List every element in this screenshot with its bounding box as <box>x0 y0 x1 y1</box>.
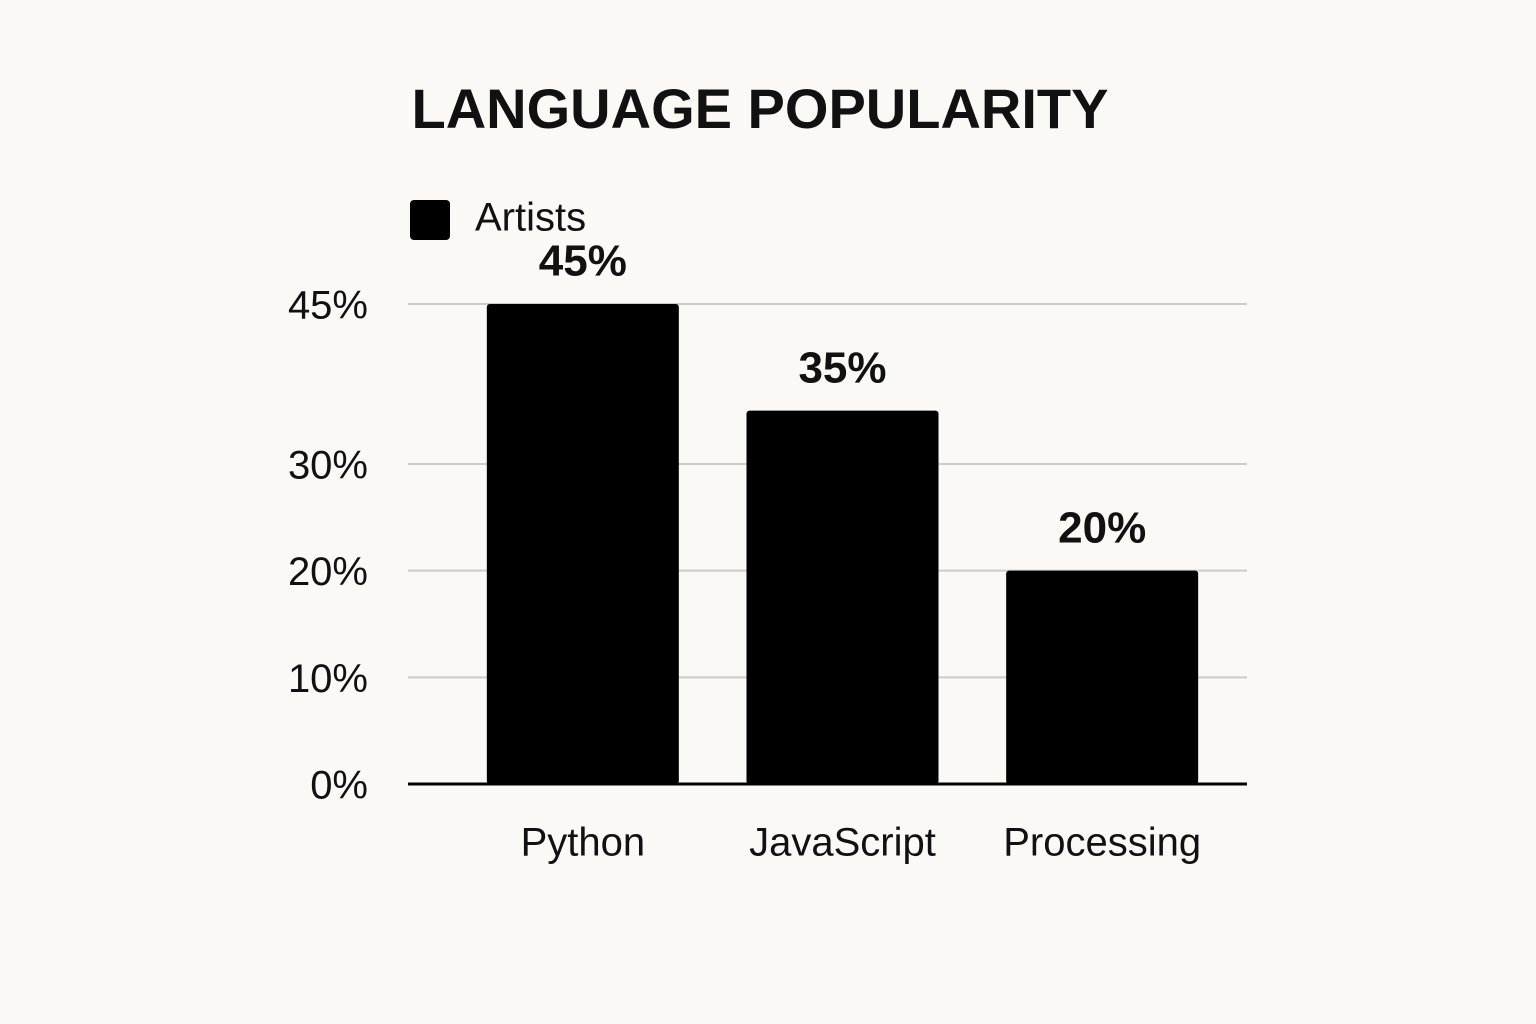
chart-title: LANGUAGE POPULARITY <box>412 77 1109 140</box>
bar <box>1006 570 1199 784</box>
value-label-bg <box>517 240 648 290</box>
y-tick-label: 20% <box>288 550 368 594</box>
value-label: 20% <box>1058 503 1146 552</box>
x-tick-label: Python <box>521 821 646 865</box>
x-tick-label: JavaScript <box>749 821 936 865</box>
legend-label: Artists <box>475 196 586 240</box>
bar <box>486 304 679 784</box>
y-tick-label: 30% <box>288 444 368 488</box>
value-label: 45% <box>539 237 627 286</box>
bar <box>746 410 939 784</box>
y-tick-label: 0% <box>310 764 368 808</box>
value-label-bg <box>777 346 908 397</box>
value-label: 35% <box>798 343 886 392</box>
y-tick-label: 45% <box>288 284 368 328</box>
value-label-bg <box>1037 506 1168 557</box>
y-tick-label: 10% <box>288 657 368 701</box>
x-tick-label: Processing <box>1003 821 1201 865</box>
legend-swatch <box>410 200 450 240</box>
